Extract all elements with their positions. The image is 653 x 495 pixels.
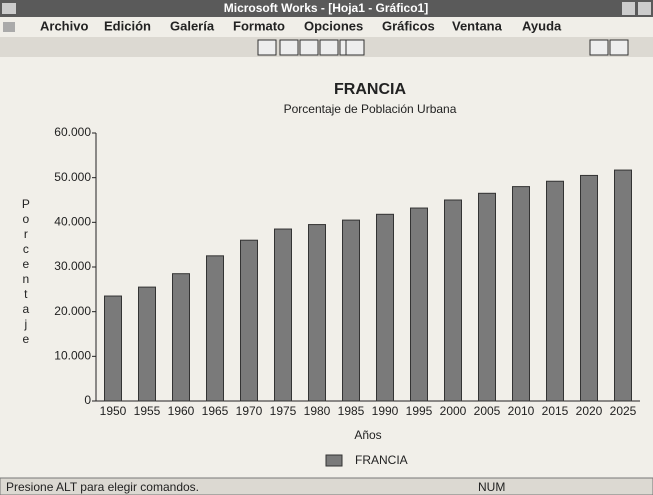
x-tick-label: 1990 (372, 404, 399, 418)
legend-label: FRANCIA (355, 453, 408, 467)
menu-item[interactable]: Formato (233, 18, 285, 33)
y-tick-label: 30.000 (54, 259, 91, 273)
bar (444, 199, 462, 402)
bar (342, 219, 360, 402)
x-tick-label: 1980 (304, 404, 331, 418)
x-tick-label: 2010 (508, 404, 535, 418)
x-tick-label: 1995 (406, 404, 433, 418)
y-tick-label: 20.000 (54, 304, 91, 318)
bar (172, 273, 190, 402)
legend-swatch (325, 454, 343, 467)
title-bar (0, 0, 653, 17)
bar (410, 207, 428, 402)
y-axis-label: Porcentaje (19, 197, 33, 347)
x-tick-label: 1955 (134, 404, 161, 418)
menu-item[interactable]: Ayuda (522, 18, 562, 33)
bar (614, 169, 632, 402)
area-chart-button[interactable] (319, 39, 339, 56)
window-title: Microsoft Works - [Hoja1 - Gráfico1] (224, 1, 428, 15)
chart-title: FRANCIA (334, 81, 406, 98)
print-preview-button[interactable] (589, 39, 609, 56)
minimize-button[interactable] (622, 2, 635, 15)
maximize-button[interactable] (638, 2, 651, 15)
x-tick-label: 1950 (100, 404, 127, 418)
y-tick-label: 60.000 (54, 125, 91, 139)
status-text: Presione ALT para elegir comandos. (6, 480, 199, 494)
bar (104, 295, 122, 402)
y-tick-label: 50.000 (54, 170, 91, 184)
y-tick-label: 40.000 (54, 215, 91, 229)
status-bar (0, 477, 653, 495)
menu-item[interactable]: Gráficos (382, 18, 435, 33)
x-tick-label: 2015 (542, 404, 569, 418)
menu-item[interactable]: Opciones (304, 18, 363, 33)
x-tick-label: 1970 (236, 404, 263, 418)
bar (546, 180, 564, 402)
system-menu-button[interactable] (2, 3, 16, 14)
bar (478, 192, 496, 402)
pie-chart-button[interactable] (299, 39, 319, 56)
bar (580, 174, 598, 402)
y-tick-label: 0 (84, 393, 91, 407)
bar (512, 186, 530, 402)
bar (138, 286, 156, 402)
x-tick-label: 1985 (338, 404, 365, 418)
x-tick-label: 1960 (168, 404, 195, 418)
toolbar-buttons (257, 39, 629, 56)
x-tick-label: 1975 (270, 404, 297, 418)
status-num: NUM (478, 480, 505, 494)
menu-item[interactable]: Ventana (452, 18, 503, 33)
x-tick-label: 2025 (610, 404, 637, 418)
x-tick-label: 1965 (202, 404, 229, 418)
menu-bar (0, 17, 653, 37)
doc-menu-button[interactable] (3, 22, 15, 32)
bar (274, 228, 292, 402)
bar (240, 239, 258, 402)
menu-items: Archivo Edición Galería Formato Opciones Gráf… (40, 18, 562, 33)
menu-item[interactable]: Edición (104, 18, 151, 33)
x-tick-label: 2005 (474, 404, 501, 418)
x-axis-label: Años (354, 428, 381, 442)
chart-area (0, 57, 653, 478)
bar (376, 213, 394, 402)
bar-chart-button[interactable] (257, 39, 277, 56)
y-tick-label: 10.000 (54, 349, 91, 363)
bar (308, 224, 326, 402)
x-tick-label: 2000 (440, 404, 467, 418)
menu-item[interactable]: Galería (170, 18, 215, 33)
print-button[interactable] (609, 39, 629, 56)
chart-subtitle: Porcentaje de Población Urbana (284, 102, 457, 116)
bar (206, 255, 224, 402)
line-chart-button[interactable] (279, 39, 299, 56)
stack-chart-button[interactable] (345, 39, 365, 56)
x-tick-label: 2020 (576, 404, 603, 418)
menu-item[interactable]: Archivo (40, 18, 88, 33)
